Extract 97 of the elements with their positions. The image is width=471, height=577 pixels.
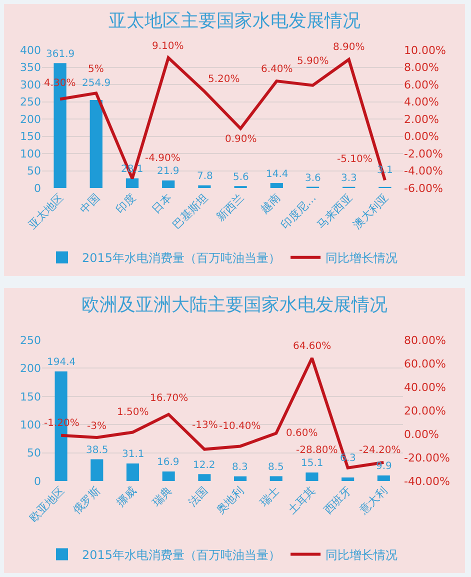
data-label: -4.90% bbox=[145, 153, 180, 164]
data-label: 64.60% bbox=[293, 341, 332, 352]
y2-tick-label: 2.00% bbox=[404, 112, 439, 126]
y-tick-label: 50 bbox=[27, 164, 41, 178]
bar bbox=[377, 475, 390, 481]
data-label: 5.90% bbox=[297, 56, 329, 67]
data-label: 8.5 bbox=[268, 462, 284, 473]
y2-tick-label: 80.00% bbox=[404, 334, 446, 347]
data-label: 254.9 bbox=[82, 78, 111, 89]
data-label: 38.5 bbox=[86, 445, 108, 456]
x-tick-label: 法国 bbox=[186, 484, 210, 510]
x-tick-label: 印度 bbox=[114, 191, 138, 216]
data-label: 12.2 bbox=[193, 460, 216, 471]
y-tick-label: 150 bbox=[20, 390, 41, 404]
data-label: 31.1 bbox=[122, 449, 144, 460]
data-label: 3.3 bbox=[341, 173, 357, 184]
y2-tick-label: -2.00% bbox=[404, 147, 443, 160]
x-tick-label: 中国 bbox=[77, 191, 102, 216]
data-label: 194.4 bbox=[47, 357, 76, 368]
chart-title: 亚太地区主要国家水电发展情况 bbox=[108, 10, 360, 32]
chart-title: 欧洲及亚洲大陆主要国家水电发展情况 bbox=[82, 294, 388, 316]
data-label: -28.80% bbox=[296, 445, 338, 456]
y-tick-label: 200 bbox=[20, 362, 41, 376]
bar bbox=[270, 183, 283, 188]
y-tick-label: 100 bbox=[20, 147, 41, 160]
x-tick-label: 土耳其 bbox=[285, 484, 318, 517]
x-tick-label: 西班牙 bbox=[321, 484, 354, 517]
y-tick-label: 150 bbox=[20, 130, 41, 144]
y2-tick-label: 40.00% bbox=[404, 380, 446, 394]
data-label: 14.4 bbox=[266, 169, 288, 180]
y2-tick-label: -20.00% bbox=[404, 451, 450, 464]
y-tick-label: 350 bbox=[20, 61, 41, 74]
y2-tick-label: -40.00% bbox=[404, 474, 450, 488]
data-label: -5.10% bbox=[337, 154, 372, 165]
data-label: 16.70% bbox=[150, 393, 188, 404]
x-tick-label: 新西兰 bbox=[214, 191, 247, 224]
data-label: -3% bbox=[87, 421, 106, 432]
data-label: 6.40% bbox=[261, 64, 293, 75]
bar bbox=[270, 476, 282, 481]
legend-label: 同比增长情况 bbox=[326, 251, 398, 266]
data-label: 361.9 bbox=[46, 49, 75, 60]
y2-tick-label: 10.00% bbox=[404, 44, 446, 57]
data-label: 21.9 bbox=[157, 166, 180, 177]
y2-tick-label: 0.00% bbox=[404, 428, 439, 441]
data-label: 16.9 bbox=[157, 457, 180, 468]
bar bbox=[198, 474, 211, 481]
bar bbox=[162, 180, 175, 188]
y2-tick-label: 20.00% bbox=[404, 404, 446, 418]
y-tick-label: 300 bbox=[20, 78, 41, 92]
bar bbox=[126, 463, 140, 481]
data-label: -13% bbox=[192, 420, 218, 431]
y2-tick-label: -4.00% bbox=[404, 164, 443, 178]
y2-tick-label: 8.00% bbox=[404, 61, 439, 74]
data-label: 5% bbox=[88, 64, 104, 75]
data-label: 0.90% bbox=[225, 134, 257, 145]
legend-label: 2015年水电消费量（百万吨油当量） bbox=[82, 548, 281, 562]
data-label: 15.1 bbox=[301, 458, 324, 469]
x-tick-label: 挪威 bbox=[114, 484, 139, 510]
y2-tick-label: 6.00% bbox=[404, 78, 439, 92]
bar bbox=[342, 477, 354, 481]
legend-label: 同比增长情况 bbox=[326, 548, 398, 562]
bar bbox=[306, 472, 318, 481]
bar bbox=[90, 100, 102, 188]
legend-label: 2015年水电消费量（百万吨油当量） bbox=[82, 251, 281, 266]
data-label: -24.20% bbox=[359, 445, 401, 456]
bar bbox=[162, 471, 175, 481]
bar bbox=[90, 459, 104, 481]
x-tick-label: 越南 bbox=[258, 191, 283, 216]
data-label: 9.10% bbox=[152, 41, 184, 52]
y-tick-label: 50 bbox=[27, 446, 41, 460]
data-label: 9.9 bbox=[376, 461, 392, 472]
bar bbox=[234, 476, 247, 481]
data-label: 5.20% bbox=[208, 74, 240, 85]
data-label: 8.90% bbox=[333, 42, 365, 53]
data-label: 8.3 bbox=[232, 462, 248, 473]
x-tick-label: 奥地利 bbox=[214, 484, 246, 517]
data-label: 1.50% bbox=[117, 407, 149, 418]
x-tick-label: 瑞典 bbox=[150, 484, 175, 510]
y2-tick-label: 60.00% bbox=[404, 357, 446, 370]
y-tick-label: 100 bbox=[20, 418, 41, 432]
bar bbox=[198, 185, 211, 188]
data-label: 5.6 bbox=[233, 172, 249, 183]
y-tick-label: 250 bbox=[20, 334, 41, 347]
y2-tick-label: 0.00% bbox=[404, 130, 439, 144]
y-tick-label: 400 bbox=[20, 44, 41, 57]
y2-tick-label: 4.00% bbox=[404, 96, 439, 109]
data-label: 7.8 bbox=[197, 171, 213, 182]
bar bbox=[126, 178, 139, 188]
x-tick-label: 瑞士 bbox=[257, 484, 282, 510]
y-tick-label: 200 bbox=[20, 112, 41, 126]
y2-tick-label: -6.00% bbox=[404, 182, 443, 195]
y-tick-label: 250 bbox=[20, 96, 41, 109]
data-label: -10.40% bbox=[219, 421, 261, 432]
x-tick-label: 意大利 bbox=[356, 484, 390, 518]
data-label: 3.6 bbox=[305, 173, 321, 184]
data-label: 0.60% bbox=[286, 428, 318, 439]
x-tick-label: 俄罗斯 bbox=[70, 484, 103, 517]
